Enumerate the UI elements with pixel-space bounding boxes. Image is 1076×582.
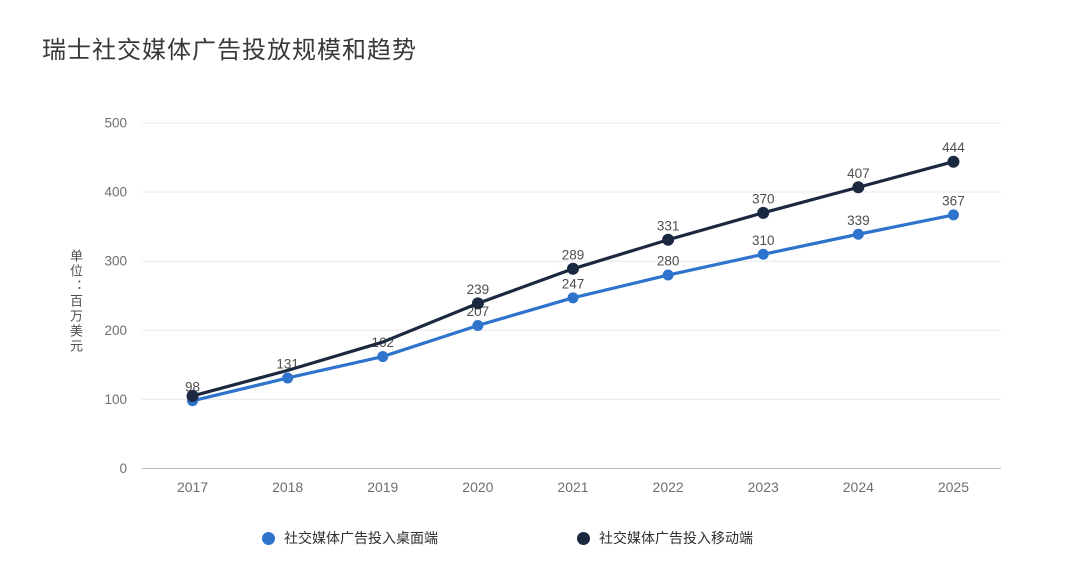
data-label: 339 bbox=[847, 213, 870, 228]
data-label: 367 bbox=[942, 193, 965, 208]
data-label: 247 bbox=[562, 276, 585, 291]
y-axis-unit-label: 单位：百万美元 bbox=[68, 249, 83, 354]
data-point-0-2023[interactable] bbox=[757, 248, 769, 260]
data-label: 289 bbox=[562, 247, 585, 262]
legend-item-desktop[interactable]: 社交媒体广告投入桌面端 bbox=[262, 528, 438, 548]
data-point-1-2025[interactable] bbox=[947, 155, 960, 168]
legend-label-mobile: 社交媒体广告投入移动端 bbox=[599, 530, 753, 546]
y-tick-label: 200 bbox=[104, 323, 127, 338]
x-tick-label: 2019 bbox=[367, 479, 398, 495]
data-point-1-2020[interactable] bbox=[471, 297, 484, 310]
x-tick-label: 2018 bbox=[272, 479, 303, 495]
x-tick-label: 2023 bbox=[748, 479, 779, 495]
y-tick-label: 100 bbox=[104, 392, 127, 407]
data-point-1-2022[interactable] bbox=[662, 233, 675, 246]
data-point-0-2022[interactable] bbox=[662, 269, 674, 281]
series-line-0 bbox=[190, 213, 956, 403]
x-tick-label: 2022 bbox=[653, 479, 684, 495]
data-point-1-2024[interactable] bbox=[852, 181, 865, 194]
data-label: 331 bbox=[657, 218, 680, 233]
y-tick-label: 400 bbox=[104, 185, 127, 200]
data-point-0-2018[interactable] bbox=[282, 372, 294, 384]
chart-title: 瑞士社交媒体广告投放规模和趋势 bbox=[42, 37, 417, 64]
data-point-1-2017[interactable] bbox=[186, 389, 199, 402]
legend: 社交媒体广告投入桌面端 社交媒体广告投入移动端 bbox=[262, 528, 753, 548]
data-point-0-2019[interactable] bbox=[377, 351, 389, 363]
data-label: 370 bbox=[752, 191, 775, 206]
y-tick-label: 0 bbox=[119, 461, 127, 476]
data-point-0-2021[interactable] bbox=[567, 292, 579, 304]
x-tick-label: 2021 bbox=[557, 479, 588, 495]
x-tick-label: 2017 bbox=[177, 479, 208, 495]
y-tick-label: 300 bbox=[104, 254, 127, 269]
data-label: 407 bbox=[847, 166, 870, 181]
y-tick-label: 500 bbox=[104, 116, 127, 131]
legend-marker-desktop-icon bbox=[262, 531, 275, 545]
legend-marker-mobile-icon bbox=[577, 531, 590, 545]
data-label: 280 bbox=[657, 254, 680, 269]
data-label: 239 bbox=[467, 282, 490, 297]
x-tick-label: 2025 bbox=[938, 479, 969, 495]
legend-item-mobile[interactable]: 社交媒体广告投入移动端 bbox=[577, 528, 753, 548]
data-label: 310 bbox=[752, 233, 775, 248]
data-point-1-2023[interactable] bbox=[757, 206, 770, 219]
x-tick-label: 2020 bbox=[462, 479, 493, 495]
data-label: 98 bbox=[185, 379, 200, 394]
data-point-0-2025[interactable] bbox=[947, 209, 959, 221]
legend-label-desktop: 社交媒体广告投入桌面端 bbox=[284, 530, 438, 546]
data-point-0-2024[interactable] bbox=[852, 228, 864, 240]
data-point-1-2021[interactable] bbox=[567, 262, 579, 275]
data-label: 444 bbox=[942, 140, 965, 155]
data-label: 207 bbox=[467, 304, 490, 319]
x-tick-label: 2024 bbox=[843, 479, 874, 495]
data-point-0-2020[interactable] bbox=[472, 319, 484, 331]
